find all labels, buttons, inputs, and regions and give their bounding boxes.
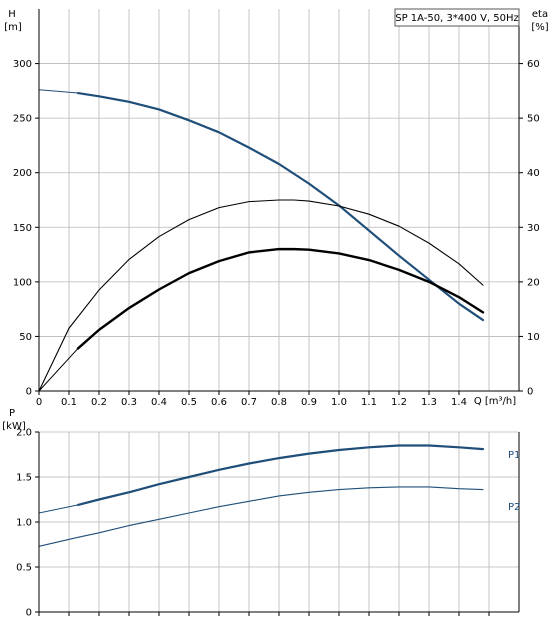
- head-series-0-lead-line: [38, 89, 79, 94]
- bottom-chart-axes: 0 0.5 1.0 1.5 2.0: [16, 428, 520, 619]
- bottom-chart-grid: [39, 431, 519, 612]
- eta-series-0-lead-line: [38, 348, 79, 392]
- top-y-tick-label: 250: [13, 114, 32, 125]
- power-series-1-line: [38, 486, 484, 547]
- top-x-tick-label: 0.5: [181, 397, 197, 408]
- top-x-tick-label: 0.2: [91, 397, 107, 408]
- top-y-label: H: [8, 9, 16, 20]
- top-x-tick-label: 0.6: [211, 397, 227, 408]
- bottom-y-tick-label: 1.5: [16, 473, 32, 484]
- top-x-tick-label: 0.7: [241, 397, 257, 408]
- bottom-y-tick-label: 0.5: [16, 563, 32, 574]
- top-x-tick-label: 1.2: [391, 397, 407, 408]
- series-label-p2: P2: [508, 502, 520, 513]
- bottom-y-tick-label: 1.0: [16, 518, 32, 529]
- top-y2-tick-label: 60: [527, 59, 540, 70]
- top-chart-grid: [39, 9, 519, 391]
- top-y-tick-label: 200: [13, 168, 32, 179]
- top-y2-tick-label: 50: [527, 114, 540, 125]
- bottom-y-tick-label: 0: [26, 608, 32, 619]
- top-x-tick-label: 0.3: [121, 397, 137, 408]
- bottom-chart-series: [38, 444, 485, 547]
- top-y-tick-label: 0: [26, 387, 32, 398]
- power-series-0-lead-line: [38, 504, 79, 514]
- top-x-tick-label: 0.1: [61, 397, 77, 408]
- top-x-tick-label: 1.1: [361, 397, 377, 408]
- top-x-tick-label: 0.9: [301, 397, 317, 408]
- top-x-tick-label: 1.3: [421, 397, 437, 408]
- top-y-tick-label: 50: [19, 332, 32, 343]
- top-y2-tick-label: 20: [527, 277, 540, 288]
- top-y2-tick-label: 40: [527, 168, 540, 179]
- chart-title-box: [394, 8, 520, 27]
- top-y2-tick-label: 0: [527, 387, 533, 398]
- top-y2-tick-label: 30: [527, 223, 540, 234]
- series-label-p1: P1: [508, 450, 520, 461]
- top-y2-unit: [%]: [531, 22, 548, 33]
- top-y-unit: [m]: [4, 22, 22, 33]
- bottom-y-tick-label: 2.0: [16, 428, 32, 439]
- top-y-tick-label: 300: [13, 59, 32, 70]
- top-y-tick-label: 150: [13, 223, 32, 234]
- top-y-tick-label: 100: [13, 277, 32, 288]
- top-x-tick-label: 0: [36, 397, 42, 408]
- chart-title: SP 1A-50, 3*400 V, 50Hz: [395, 13, 519, 24]
- top-y2-label: eta: [532, 9, 548, 20]
- top-x-tick-label: 1.0: [331, 397, 347, 408]
- bottom-y-unit: [kW]: [2, 421, 26, 432]
- top-x-tick-label: 0.4: [151, 397, 167, 408]
- top-chart-axes: 0 50 100 150 200 250 300 0 10 20 30 40 50 60 0 0.1 0.2 0.…: [13, 9, 540, 408]
- head-series-0-line: [76, 91, 485, 322]
- top-x-tick-label: 0.8: [271, 397, 287, 408]
- power-series-0-line: [76, 444, 485, 506]
- eta-series-0-line: [76, 247, 485, 350]
- eta-series-1-line: [38, 199, 484, 392]
- top-y2-tick-label: 10: [527, 332, 540, 343]
- top-x-tick-label: 1.4: [451, 397, 467, 408]
- top-chart-series: [38, 89, 485, 392]
- bottom-y-label: P: [9, 408, 15, 419]
- top-x-label: Q [m³/h]: [474, 396, 516, 407]
